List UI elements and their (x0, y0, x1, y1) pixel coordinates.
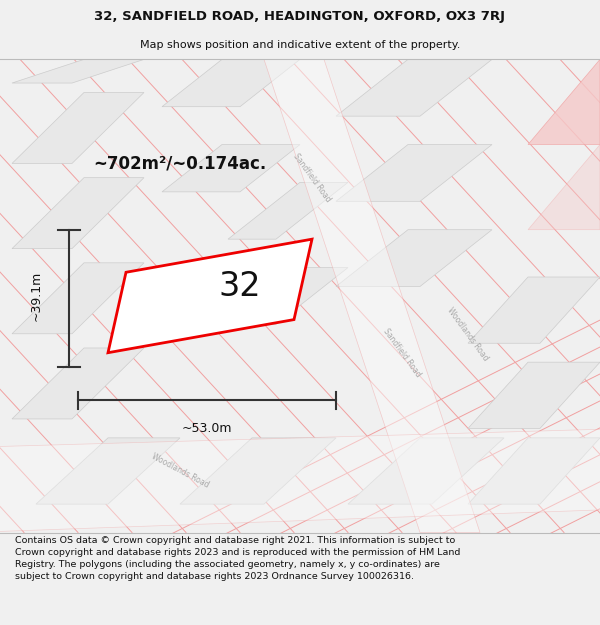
Polygon shape (162, 59, 300, 107)
Polygon shape (228, 268, 348, 324)
Polygon shape (108, 239, 312, 352)
Text: Sandfield Road: Sandfield Road (292, 152, 332, 204)
Polygon shape (228, 182, 348, 239)
Polygon shape (12, 59, 144, 83)
Polygon shape (348, 438, 504, 504)
Polygon shape (0, 428, 600, 532)
Text: ~53.0m: ~53.0m (182, 422, 232, 435)
Text: ~39.1m: ~39.1m (29, 271, 43, 321)
Polygon shape (468, 277, 600, 343)
Polygon shape (12, 263, 144, 334)
Polygon shape (162, 144, 300, 192)
Polygon shape (336, 144, 492, 201)
Polygon shape (12, 92, 144, 164)
Polygon shape (12, 348, 144, 419)
Text: Woodlands Road: Woodlands Road (446, 306, 490, 362)
Polygon shape (468, 438, 600, 504)
Text: Map shows position and indicative extent of the property.: Map shows position and indicative extent… (140, 39, 460, 49)
Polygon shape (528, 59, 600, 144)
Polygon shape (12, 177, 144, 249)
Polygon shape (336, 59, 492, 116)
Text: Contains OS data © Crown copyright and database right 2021. This information is : Contains OS data © Crown copyright and d… (15, 536, 460, 581)
Text: ~702m²/~0.174ac.: ~702m²/~0.174ac. (94, 154, 266, 173)
Text: Woodlands Road: Woodlands Road (150, 452, 210, 490)
Polygon shape (180, 438, 336, 504)
Text: 32: 32 (218, 270, 262, 303)
Polygon shape (264, 59, 480, 532)
Text: 32, SANDFIELD ROAD, HEADINGTON, OXFORD, OX3 7RJ: 32, SANDFIELD ROAD, HEADINGTON, OXFORD, … (95, 10, 505, 23)
Polygon shape (36, 438, 180, 504)
Polygon shape (468, 362, 600, 428)
Polygon shape (336, 230, 492, 286)
Polygon shape (528, 144, 600, 230)
Text: Sandfield Road: Sandfield Road (382, 327, 422, 379)
